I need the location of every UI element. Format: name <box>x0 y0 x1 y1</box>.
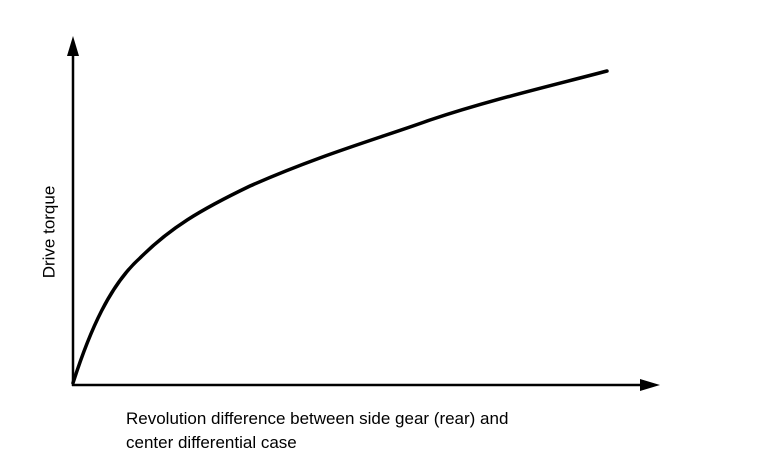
x-axis-label-line: center differential case <box>126 433 297 452</box>
x-axis-arrow <box>640 379 660 391</box>
y-axis-arrow <box>67 36 79 56</box>
torque-curve <box>71 69 609 385</box>
y-axis-label: Drive torque <box>39 186 58 279</box>
x-axis-label-line: Revolution difference between side gear … <box>126 409 508 428</box>
